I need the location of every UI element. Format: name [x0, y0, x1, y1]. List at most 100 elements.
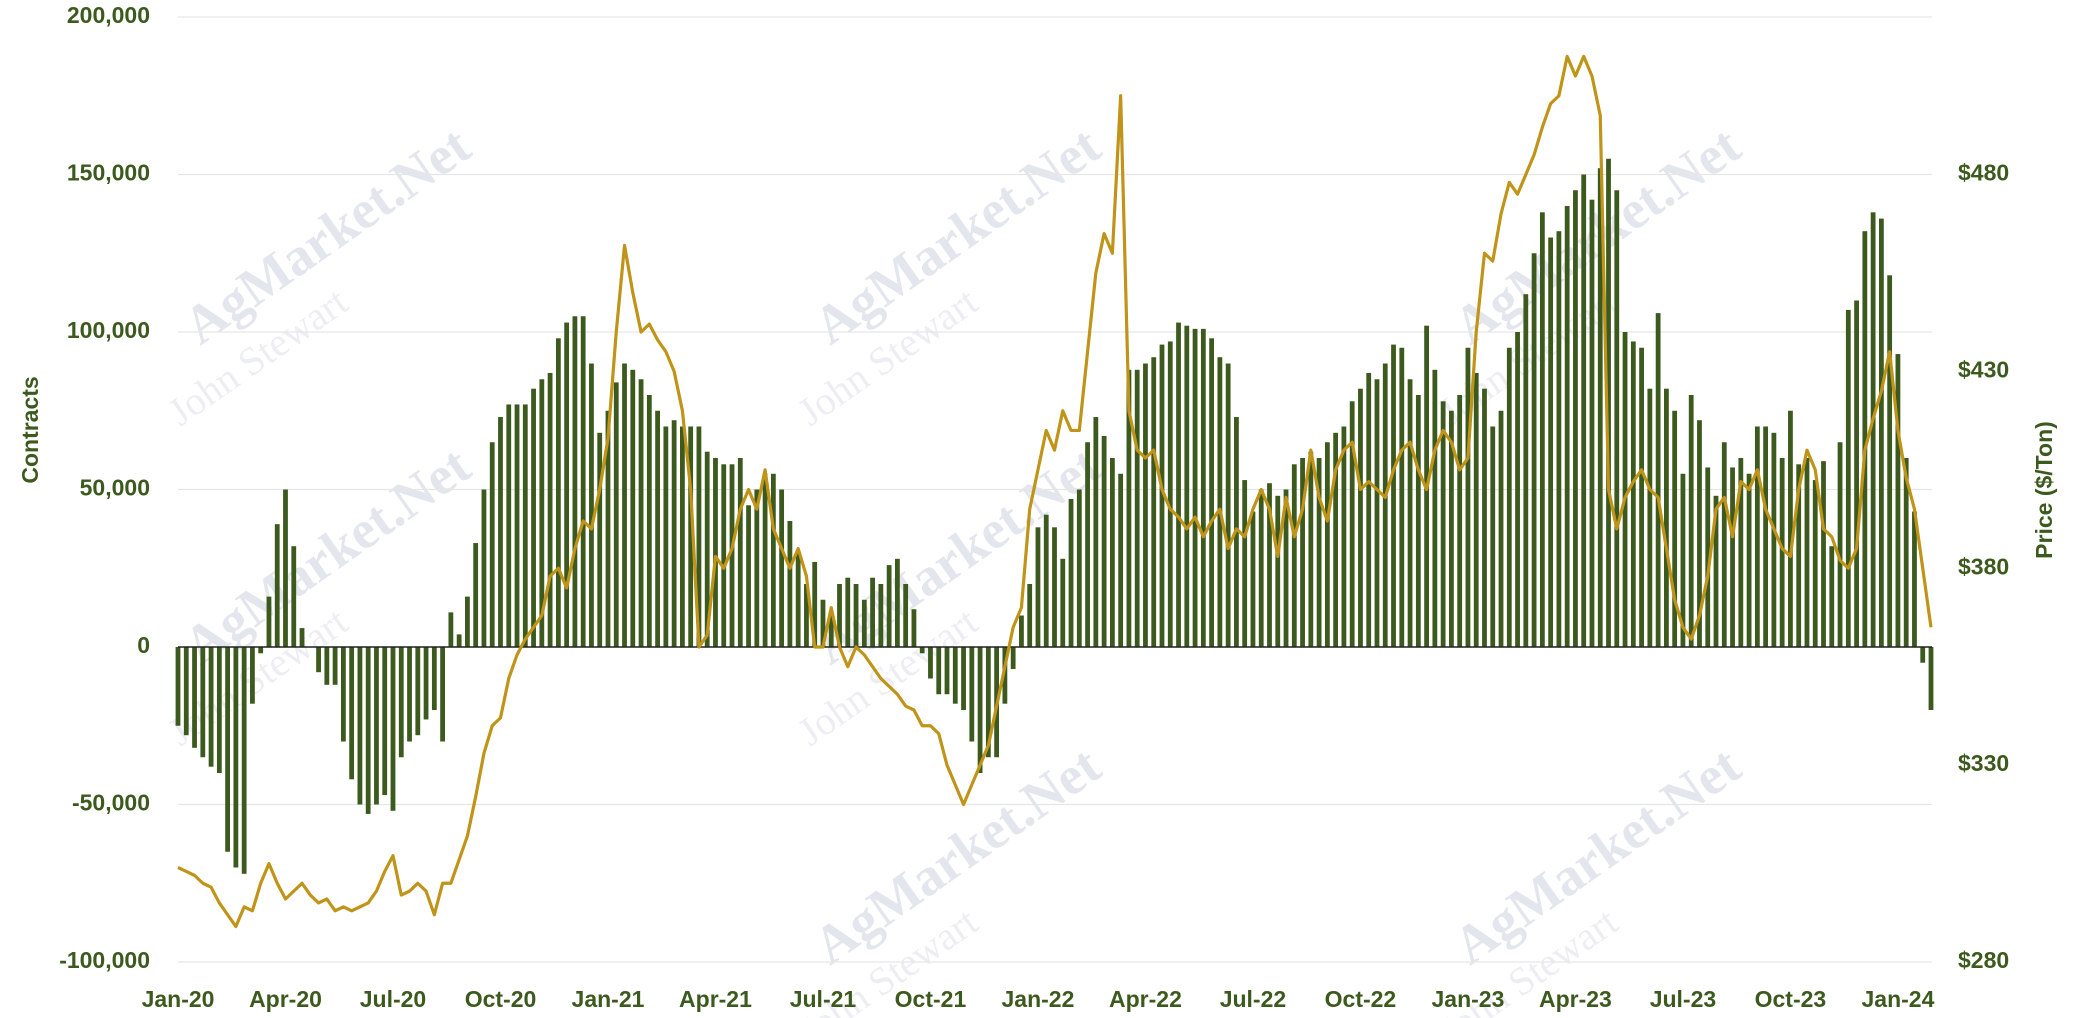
bar: [762, 473, 768, 647]
bar: [928, 647, 933, 679]
bar: [216, 647, 222, 773]
bar: [1184, 325, 1190, 647]
bar: [357, 647, 363, 805]
x-tick-label: Jul-20: [360, 986, 426, 1012]
bar: [382, 647, 388, 796]
bar: [1415, 395, 1421, 647]
bar: [1225, 363, 1231, 647]
bar: [622, 363, 627, 647]
bar: [646, 395, 652, 647]
bar: [473, 543, 479, 647]
bar: [1796, 464, 1802, 647]
bar: [1217, 357, 1223, 647]
bar: [407, 647, 412, 742]
bar: [671, 420, 677, 647]
bar: [1399, 347, 1405, 647]
x-tick-label: Jan-24: [1861, 986, 1934, 1012]
bar: [1672, 410, 1678, 647]
bar: [241, 647, 247, 874]
bar: [291, 546, 297, 647]
bar: [1490, 426, 1496, 647]
bar: [1440, 401, 1446, 647]
bar: [1267, 483, 1272, 647]
bar: [349, 647, 355, 780]
x-tick-label: Jan-21: [572, 986, 645, 1012]
bar: [919, 647, 925, 654]
bar: [754, 489, 760, 647]
bar: [688, 426, 694, 647]
bar: [1754, 426, 1760, 647]
bar: [1697, 420, 1702, 647]
bar: [1200, 328, 1206, 647]
bar: [547, 372, 553, 647]
x-tick-label: Oct-23: [1755, 986, 1827, 1012]
bar: [1564, 206, 1570, 647]
bar: [1052, 527, 1057, 647]
bar: [985, 647, 991, 758]
x-tick-label: Jan-20: [142, 986, 215, 1012]
bar: [787, 521, 793, 647]
bar: [1283, 489, 1289, 647]
y2-tick-label: $380: [1958, 553, 2009, 579]
bar: [1242, 480, 1248, 647]
bar: [1035, 527, 1041, 647]
bar: [804, 584, 809, 647]
bar: [1176, 322, 1181, 647]
bar: [1432, 369, 1438, 647]
bar: [415, 647, 421, 736]
bar: [1895, 354, 1901, 647]
bar: [1258, 489, 1264, 647]
bar: [1788, 410, 1793, 647]
bar: [1763, 426, 1769, 647]
bar: [1333, 432, 1339, 647]
bar: [1655, 313, 1661, 647]
bar: [1506, 347, 1512, 647]
bar: [1581, 174, 1587, 647]
bar: [1920, 647, 1926, 663]
bar: [663, 426, 669, 647]
bar: [853, 584, 859, 647]
bar: [423, 647, 429, 720]
bar: [481, 489, 487, 647]
bar: [820, 599, 826, 647]
y-axis-title: Contracts: [17, 376, 43, 483]
bar: [1721, 442, 1727, 647]
bar: [1407, 379, 1413, 647]
bar: [1614, 190, 1620, 647]
bar: [390, 647, 396, 811]
y-tick-label: -50,000: [72, 790, 150, 816]
bar: [1531, 253, 1537, 647]
bar: [704, 451, 710, 647]
bar: [456, 634, 462, 647]
x-tick-label: Jul-21: [790, 986, 857, 1012]
bar: [192, 647, 197, 748]
bar: [952, 647, 958, 704]
bar: [812, 561, 818, 647]
x-tick-label: Oct-20: [465, 986, 537, 1012]
bar: [1713, 495, 1719, 647]
bar: [1366, 372, 1372, 647]
bar: [1523, 294, 1529, 647]
bar: [1027, 584, 1033, 647]
bar: [721, 464, 727, 647]
bar: [332, 647, 338, 685]
x-tick-label: Oct-22: [1325, 986, 1397, 1012]
bar: [1109, 458, 1115, 647]
bar: [531, 388, 536, 647]
bar: [770, 473, 776, 647]
bar: [1515, 332, 1520, 647]
bar: [1473, 372, 1479, 647]
y-tick-label: 150,000: [67, 160, 150, 186]
bar: [589, 363, 594, 647]
y-tick-label: 50,000: [80, 475, 150, 501]
bar: [1449, 410, 1454, 647]
bar: [1663, 388, 1669, 647]
bar: [1167, 341, 1173, 647]
bar: [737, 458, 743, 647]
bar: [1300, 458, 1305, 647]
bar: [911, 609, 917, 647]
bar: [1622, 332, 1628, 647]
bar: [225, 647, 231, 852]
bar: [580, 316, 586, 647]
y-tick-label: 100,000: [67, 317, 150, 343]
